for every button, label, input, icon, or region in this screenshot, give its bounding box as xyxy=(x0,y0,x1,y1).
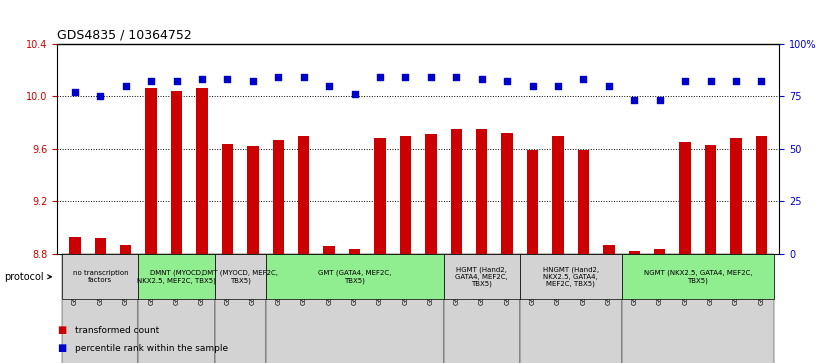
Bar xyxy=(552,136,564,254)
Text: DMT (MYOCD, MEF2C,
TBX5): DMT (MYOCD, MEF2C, TBX5) xyxy=(202,270,278,284)
Bar xyxy=(502,133,513,254)
Point xyxy=(501,78,514,84)
Point xyxy=(69,89,82,95)
Bar xyxy=(705,145,716,254)
Bar xyxy=(578,150,589,254)
Bar xyxy=(520,254,622,299)
Text: transformed count: transformed count xyxy=(75,326,159,335)
Bar xyxy=(171,91,182,254)
Text: ■: ■ xyxy=(57,343,66,354)
Bar xyxy=(375,138,386,254)
Bar xyxy=(622,254,774,299)
Bar xyxy=(95,238,106,254)
Point xyxy=(170,78,183,84)
Bar xyxy=(145,88,157,254)
Point xyxy=(755,78,768,84)
Bar xyxy=(273,140,284,254)
Point xyxy=(526,83,539,89)
Point xyxy=(272,74,285,80)
Bar xyxy=(62,254,139,299)
Bar xyxy=(69,237,81,254)
Bar xyxy=(527,150,539,254)
Text: GDS4835 / 10364752: GDS4835 / 10364752 xyxy=(57,28,192,41)
Point xyxy=(221,77,234,82)
Bar xyxy=(425,134,437,254)
Bar xyxy=(444,254,520,363)
Bar xyxy=(654,249,666,254)
Bar xyxy=(120,245,131,254)
Text: protocol: protocol xyxy=(4,272,44,282)
Bar xyxy=(62,254,139,363)
Text: GMT (GATA4, MEF2C,
TBX5): GMT (GATA4, MEF2C, TBX5) xyxy=(318,270,392,284)
Text: ■: ■ xyxy=(57,325,66,335)
Point xyxy=(348,91,361,97)
Bar xyxy=(215,254,266,299)
Bar xyxy=(400,136,411,254)
Point xyxy=(94,93,107,99)
Bar xyxy=(139,254,215,299)
Point xyxy=(628,98,641,103)
Bar xyxy=(520,254,622,363)
Point xyxy=(704,78,717,84)
Point xyxy=(577,77,590,82)
Text: percentile rank within the sample: percentile rank within the sample xyxy=(75,344,228,353)
Point xyxy=(322,83,335,89)
Point xyxy=(552,83,565,89)
Text: HGMT (Hand2,
GATA4, MEF2C,
TBX5): HGMT (Hand2, GATA4, MEF2C, TBX5) xyxy=(455,266,508,287)
Point xyxy=(654,98,667,103)
Point xyxy=(450,74,463,80)
Bar xyxy=(266,254,444,299)
Point xyxy=(374,74,387,80)
Bar xyxy=(298,136,309,254)
Point xyxy=(196,77,209,82)
Bar xyxy=(266,254,444,363)
Point xyxy=(399,74,412,80)
Point xyxy=(297,74,310,80)
Bar xyxy=(756,136,767,254)
Point xyxy=(475,77,488,82)
Bar xyxy=(222,143,233,254)
Text: NGMT (NKX2.5, GATA4, MEF2C,
TBX5): NGMT (NKX2.5, GATA4, MEF2C, TBX5) xyxy=(644,270,752,284)
Bar xyxy=(444,254,520,299)
Bar xyxy=(323,246,335,254)
Bar xyxy=(476,129,487,254)
Bar xyxy=(628,252,640,254)
Point xyxy=(679,78,692,84)
Bar xyxy=(603,245,614,254)
Point xyxy=(246,78,259,84)
Point xyxy=(730,78,743,84)
Text: no transcription
factors: no transcription factors xyxy=(73,270,128,283)
Point xyxy=(119,83,132,89)
Bar xyxy=(139,254,215,363)
Point xyxy=(144,78,157,84)
Bar xyxy=(730,138,742,254)
Bar xyxy=(622,254,774,363)
Point xyxy=(602,83,615,89)
Point xyxy=(424,74,437,80)
Text: HNGMT (Hand2,
NKX2.5, GATA4,
MEF2C, TBX5): HNGMT (Hand2, NKX2.5, GATA4, MEF2C, TBX5… xyxy=(543,266,599,287)
Bar xyxy=(349,249,361,254)
Bar xyxy=(247,146,259,254)
Bar xyxy=(450,129,462,254)
Bar xyxy=(680,142,691,254)
Bar xyxy=(215,254,266,363)
Bar xyxy=(197,88,208,254)
Text: DMNT (MYOCD,
NKX2.5, MEF2C, TBX5): DMNT (MYOCD, NKX2.5, MEF2C, TBX5) xyxy=(137,270,216,284)
